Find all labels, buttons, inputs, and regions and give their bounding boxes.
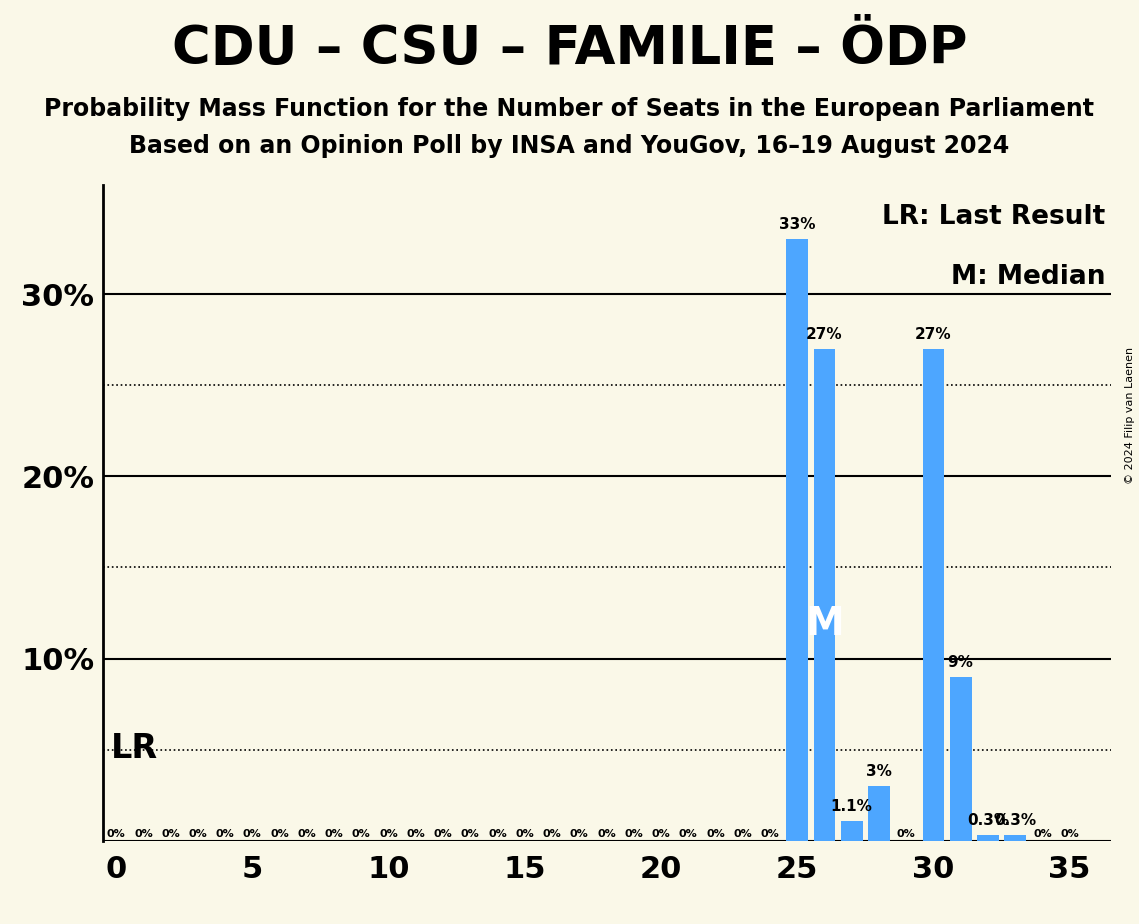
Text: 3%: 3%: [866, 764, 892, 779]
Text: 27%: 27%: [806, 326, 843, 342]
Text: 0%: 0%: [624, 829, 644, 839]
Text: 0%: 0%: [761, 829, 779, 839]
Text: 0.3%: 0.3%: [967, 813, 1009, 828]
Text: 0%: 0%: [489, 829, 507, 839]
Text: 0%: 0%: [734, 829, 752, 839]
Bar: [1005, 835, 1026, 841]
Text: 0%: 0%: [243, 829, 262, 839]
Text: 0.3%: 0.3%: [994, 813, 1036, 828]
Text: 0%: 0%: [706, 829, 724, 839]
Text: 27%: 27%: [915, 326, 952, 342]
Text: 0%: 0%: [134, 829, 153, 839]
Text: 0%: 0%: [107, 829, 125, 839]
Text: 0%: 0%: [516, 829, 534, 839]
Text: 0%: 0%: [597, 829, 616, 839]
Text: 0%: 0%: [679, 829, 697, 839]
Text: 0%: 0%: [542, 829, 562, 839]
Bar: [977, 835, 999, 841]
Text: M: M: [805, 605, 844, 643]
Text: 0%: 0%: [652, 829, 671, 839]
Bar: [841, 821, 862, 841]
Text: 0%: 0%: [325, 829, 344, 839]
Text: 0%: 0%: [407, 829, 425, 839]
Bar: [950, 676, 972, 841]
Text: © 2024 Filip van Laenen: © 2024 Filip van Laenen: [1125, 347, 1134, 484]
Text: 0%: 0%: [379, 829, 398, 839]
Bar: [813, 348, 835, 841]
Text: 0%: 0%: [352, 829, 370, 839]
Bar: [923, 348, 944, 841]
Text: 0%: 0%: [188, 829, 207, 839]
Text: 1.1%: 1.1%: [830, 798, 872, 813]
Text: LR: Last Result: LR: Last Result: [883, 204, 1106, 230]
Text: 33%: 33%: [779, 217, 816, 232]
Text: 0%: 0%: [1060, 829, 1079, 839]
Bar: [786, 239, 809, 841]
Text: 0%: 0%: [215, 829, 235, 839]
Text: Probability Mass Function for the Number of Seats in the European Parliament: Probability Mass Function for the Number…: [44, 97, 1095, 121]
Bar: [868, 786, 890, 841]
Text: 0%: 0%: [297, 829, 317, 839]
Text: 0%: 0%: [570, 829, 589, 839]
Text: 0%: 0%: [162, 829, 180, 839]
Text: Based on an Opinion Poll by INSA and YouGov, 16–19 August 2024: Based on an Opinion Poll by INSA and You…: [130, 134, 1009, 158]
Text: 0%: 0%: [434, 829, 452, 839]
Text: 0%: 0%: [461, 829, 480, 839]
Text: CDU – CSU – FAMILIE – ÖDP: CDU – CSU – FAMILIE – ÖDP: [172, 23, 967, 75]
Text: 0%: 0%: [896, 829, 916, 839]
Text: LR: LR: [110, 733, 158, 765]
Text: M: Median: M: Median: [951, 263, 1106, 289]
Text: 9%: 9%: [948, 654, 974, 670]
Text: 0%: 0%: [1033, 829, 1051, 839]
Text: 0%: 0%: [270, 829, 289, 839]
